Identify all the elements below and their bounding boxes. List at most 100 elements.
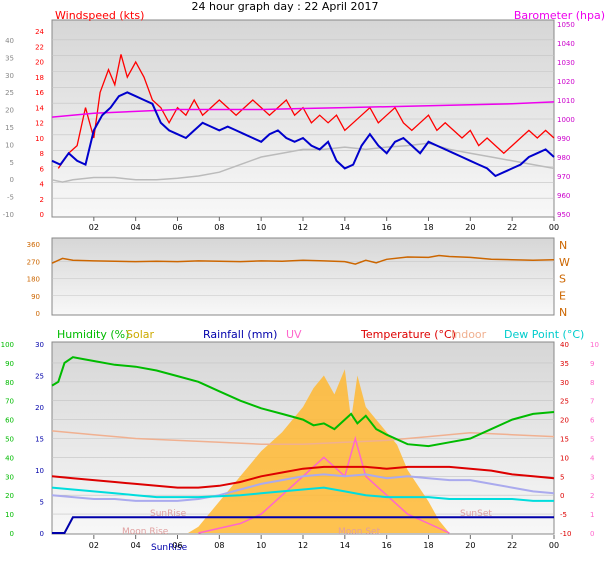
wind-x-tick-label-1: 04 [131,223,141,232]
barometer-right-tick-10: 950 [557,211,570,219]
wind-x-tick-label-8: 18 [423,223,433,232]
uv-tick-2: 8 [590,379,594,387]
humidity-tick-8: 20 [5,492,14,500]
wind-left-tick-2: 20 [35,59,44,67]
wind-outer-tick-0: 40 [5,37,14,45]
legend-indoor: Indoor [451,328,487,341]
panel-wind-background [51,19,555,218]
barometer-right-tick-8: 970 [557,173,570,181]
rainfall-tick-0: 30 [35,341,44,349]
direction-left-tick-0: 360 [27,241,40,249]
temperature-x-tick-label-6: 14 [340,541,350,550]
temperature-tick-9: -5 [560,511,567,519]
rainfall-tick-4: 10 [35,467,44,475]
barometer-right-ticks: 1050 1040 1030 1020 1010 1000 990 980 970 960 950 [557,21,575,219]
rainfall-tick-2: 20 [35,404,44,412]
panel-direction-background [51,237,555,316]
direction-left-tick-2: 180 [27,276,40,284]
panel-wind: Windspeed (kts) Barometer (hpa) 40353025… [3,9,605,232]
humidity-tick-0: 100 [1,341,14,349]
dewpoint-line [51,486,554,502]
temperature-x-tick-label-5: 12 [298,541,308,550]
marker-moonset: Moon Set [338,527,381,537]
wind-left-tick-11: 2 [40,196,44,204]
rainfall-tick-5: 5 [40,499,44,507]
marker-sunset-top: SunSet [460,509,492,519]
marker-sunrise-bottom: SunRise [151,543,188,553]
wind-outer-tick-10: -10 [3,211,14,219]
wind-left-tick-9: 6 [40,165,45,173]
rainfall-tick-1: 25 [35,373,44,381]
temperature-tick-3: 25 [560,398,569,406]
humidity-tick-7: 30 [5,473,14,481]
humidity-tick-3: 70 [5,398,14,406]
barometer-right-tick-0: 1050 [557,21,575,29]
temperature-x-tick-label-7: 16 [382,541,392,550]
temperature-x-tick-label-0: 02 [89,541,99,550]
legend-solar: Solar [126,328,155,341]
wind-direction-line [51,254,555,265]
temperature-x-tick-label-3: 08 [214,541,224,550]
wind-left-tick-12: 0 [40,211,44,219]
direction-compass-tick-3: E [559,289,566,302]
wind-x-tick-label-0: 02 [89,223,99,232]
legend-uv: UV [286,328,302,341]
uv-tick-10: 0 [590,530,594,538]
wind-left-tick-0: 24 [35,28,44,36]
direction-left-ticks: 360 270 180 90 0 [27,241,40,318]
rainfall-line [52,516,554,534]
uv-tick-0: 10 [590,341,599,349]
temperature-x-tick-label-8: 18 [423,541,433,550]
humidity-line [51,356,555,448]
wind-x-tick-label-10: 22 [507,223,517,232]
uv-tick-1: 9 [590,360,594,368]
rainfall-ticks: 30 25 20 15 10 5 0 [35,341,44,538]
temperature-tick-1: 35 [560,360,569,368]
panel-temperature: Humidity (%) Solar Rainfall (mm) UV Temp… [1,328,599,553]
uv-tick-6: 4 [590,454,595,462]
wind-left-tick-6: 12 [35,120,44,128]
wind-left-tick-7: 10 [35,135,44,143]
temperature-x-tick-label-9: 20 [465,541,475,550]
legend-dewpoint: Dew Point (°C) [504,328,584,341]
humidity-tick-6: 40 [5,454,14,462]
rainfall-tick-3: 15 [35,436,44,444]
wind-left-tick-5: 14 [35,104,44,112]
wind-outer-tick-3: 25 [5,89,14,97]
wind-gust-line [57,54,555,169]
uv-tick-3: 7 [590,398,594,406]
temperature-x-tick-label-1: 04 [131,541,141,550]
temperature-x-tick-label-10: 22 [507,541,517,550]
humidity-tick-5: 50 [5,436,14,444]
wind-left-tick-1: 22 [35,43,44,51]
wind-left-tick-8: 8 [40,150,44,158]
wind-left-tick-4: 16 [35,89,44,97]
direction-left-tick-1: 270 [27,258,40,266]
rainfall-tick-6: 0 [40,530,44,538]
humidity-tick-2: 80 [5,379,14,387]
temperature-tick-5: 15 [560,436,569,444]
direction-compass-tick-0: N [559,239,567,252]
temperature-tick-10: -10 [560,530,571,538]
sun-moon-markers: SunRise SunSet Moon Rise SunRise Moon Se… [122,509,492,553]
wind-axis-title: Windspeed (kts) [55,9,144,22]
uv-tick-5: 5 [590,436,594,444]
windchill-grey-line [51,142,555,183]
wind-left-tick-10: 4 [40,181,45,189]
lavender-line [51,473,555,502]
wind-left-tick-3: 18 [35,74,44,82]
humidity-tick-10: 0 [10,530,14,538]
direction-left-tick-4: 0 [36,310,40,318]
wind-outer-tick-8: 0 [10,176,14,184]
temperature-tick-2: 30 [560,379,569,387]
barometer-right-tick-3: 1020 [557,78,575,86]
temperature-x-ticks: 02 04 06 08 10 12 14 16 18 20 22 00 [89,535,559,550]
wind-x-tick-label-7: 16 [382,223,392,232]
humidity-tick-9: 10 [5,511,14,519]
legend-rainfall: Rainfall (mm) [203,328,277,341]
wind-x-tick-label-2: 06 [172,223,182,232]
uv-tick-9: 1 [590,511,594,519]
